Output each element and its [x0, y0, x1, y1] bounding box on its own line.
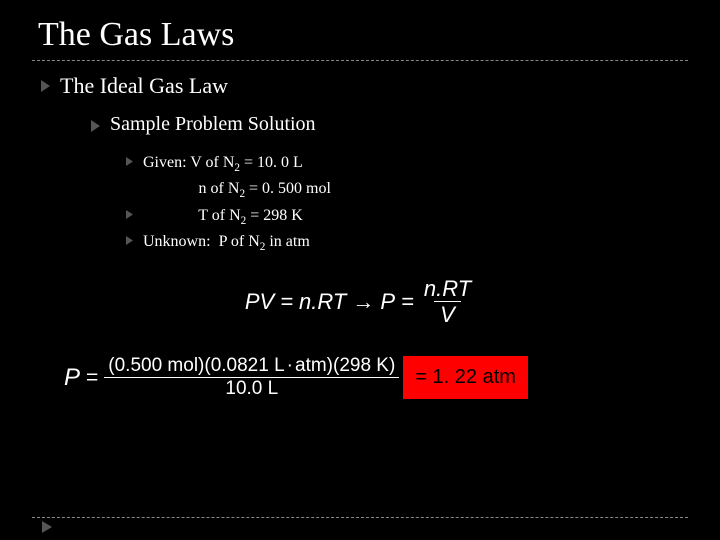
given-v-value: = 10. 0 L: [244, 154, 303, 171]
unknown-prefix: Unknown:: [143, 233, 211, 250]
eq1-eq2: =: [401, 289, 414, 315]
subscript: 2: [234, 162, 240, 174]
subscript: 2: [260, 241, 266, 253]
given-t-value: = 298 K: [250, 207, 303, 224]
answer-box: = 1. 22 atm: [403, 356, 528, 399]
given-prefix: Given:: [143, 154, 187, 171]
eq1-lhs2: P: [380, 289, 395, 315]
equation-substitution: P = (0.500 mol)(0.0821 L·atm)(298 K) 10.…: [64, 356, 688, 399]
eq2-fraction: (0.500 mol)(0.0821 L·atm)(298 K) 10.0 L: [104, 356, 399, 399]
slide-container: The Gas Laws The Ideal Gas Law Sample Pr…: [0, 0, 720, 540]
bullet-icon: [88, 119, 102, 133]
given-n-label: n of N: [199, 180, 240, 197]
eq1-arrow: →: [352, 289, 374, 315]
bullet-icon: [124, 235, 135, 246]
equation-derivation: PV = n.RT → P = n.RT V: [32, 277, 688, 326]
eq2-num: (0.500 mol)(0.0821 L·atm)(298 K): [104, 356, 399, 377]
unknown-line: Unknown: P of N2 in atm: [143, 231, 310, 255]
given-v-label: V of N: [190, 154, 234, 171]
eq1-num: n.RT: [420, 277, 475, 301]
eq2-eq: =: [86, 366, 98, 390]
eq1-eq: =: [280, 289, 293, 315]
divider-bottom: [32, 517, 688, 518]
bullet-icon: [38, 79, 52, 93]
given-n-line: Given: n of N2 = 0. 500 mol: [143, 178, 331, 202]
bullet-level1: The Ideal Gas Law: [38, 73, 688, 99]
subscript: 2: [239, 188, 245, 200]
unknown-label: P of N: [219, 233, 260, 250]
eq2-p: P: [64, 364, 80, 392]
divider-top: [32, 60, 688, 61]
eq1-rhs1: n.RT: [299, 289, 346, 315]
bullet-icon: [124, 156, 135, 167]
eq2-den: 10.0 L: [104, 377, 399, 399]
play-marker-icon: [40, 520, 54, 534]
bullet-given-t: Given: T of N2 = 298 K: [124, 205, 688, 229]
eq1-den: V: [434, 301, 461, 326]
given-t-label: T of N: [198, 207, 240, 224]
given-t-line: Given: T of N2 = 298 K: [143, 205, 303, 229]
given-n-value: = 0. 500 mol: [249, 180, 331, 197]
slide-title: The Gas Laws: [38, 16, 688, 54]
given-line: Given: V of N2 = 10. 0 L: [143, 152, 303, 176]
bullet-unknown: Unknown: P of N2 in atm: [124, 231, 688, 255]
eq1-lhs1: PV: [245, 289, 274, 315]
bullet-level2: Sample Problem Solution: [88, 113, 688, 136]
bullet-given-n: Given: n of N2 = 0. 500 mol: [124, 178, 688, 202]
bullet-level1-text: The Ideal Gas Law: [60, 73, 228, 99]
bullet-icon: [124, 209, 135, 220]
subscript: 2: [241, 215, 247, 227]
eq1-fraction: n.RT V: [420, 277, 475, 326]
bullet-given-v: Given: V of N2 = 10. 0 L: [124, 152, 688, 176]
bullet-level2-text: Sample Problem Solution: [110, 113, 316, 136]
unknown-value: in atm: [269, 233, 309, 250]
